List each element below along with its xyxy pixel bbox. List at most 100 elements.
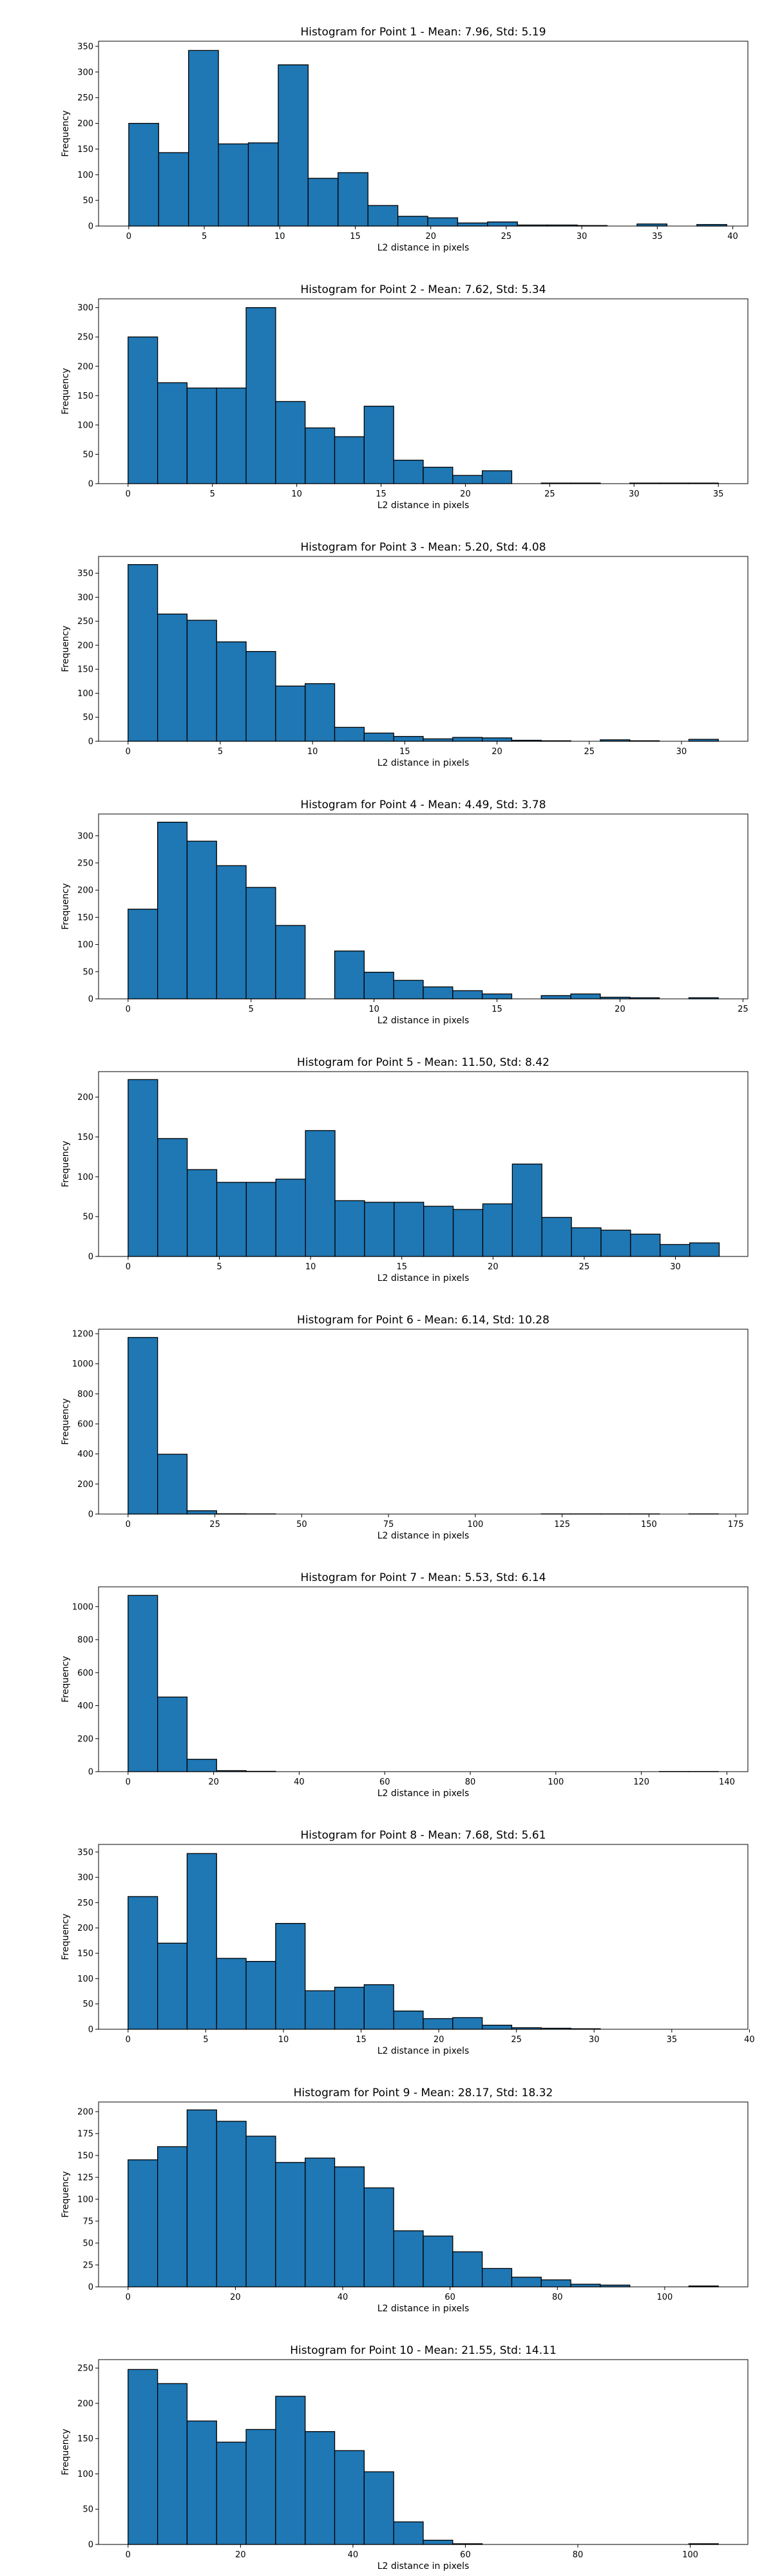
y-tick-label: 150 [77, 1949, 93, 1959]
histogram-bar [423, 2018, 453, 2030]
x-tick-label: 60 [379, 1777, 390, 1787]
y-tick-label: 250 [77, 1899, 93, 1908]
histogram-chart-3: 0 5 10 15 20 25 30050100150200250300350Histogr… [61, 541, 749, 768]
x-tick-label: 10 [307, 747, 318, 757]
x-tick-label: 5 [202, 232, 207, 242]
histogram-bar [275, 2396, 306, 2545]
histogram-bar [452, 1209, 484, 1257]
y-tick-label: 200 [77, 2399, 93, 2409]
histogram-bar [157, 382, 188, 484]
histogram-bar [157, 2383, 188, 2545]
x-tick-label: 20 [208, 1777, 219, 1787]
histogram-bar [275, 1923, 306, 2030]
histogram-bar [452, 990, 483, 999]
histogram-bar [452, 2017, 483, 2030]
y-tick-label: 400 [77, 1701, 93, 1711]
histogram-bar [393, 735, 424, 742]
histogram-bar [128, 564, 158, 742]
histogram-bar [393, 980, 424, 999]
x-tick-label: 100 [656, 2293, 673, 2302]
histogram-bar [305, 2157, 336, 2287]
histogram-bar [393, 2011, 424, 2030]
y-tick-label: 150 [77, 665, 93, 675]
histogram-bar [186, 1510, 217, 1515]
histogram-chart-6: 0 25 50 75 100 125 150 175 0 200 400 600 800 1000 1200… [61, 1314, 749, 1541]
x-tick-label: 60 [460, 2550, 471, 2560]
y-tick-label: 250 [77, 858, 93, 868]
x-tick-label: 15 [356, 2035, 367, 2045]
x-tick-label: 25 [501, 232, 512, 242]
histogram-bar [157, 1942, 188, 2030]
x-tick-label: 25 [584, 747, 595, 757]
x-tick-label: 40 [744, 2035, 755, 2045]
y-tick-label: 1000 [72, 1359, 93, 1369]
histogram-bar [128, 909, 158, 999]
histogram-bar [338, 172, 368, 227]
histogram-chart-8: 0 5 10 15 20 25 30 35 40 0 50 100 150 200 250 300 350 His… [61, 1829, 755, 2056]
chart-title: Histogram for Point 1 - Mean: 7.96, Std:… [300, 26, 546, 39]
histogram-bar [305, 1130, 336, 1257]
histogram-bar [157, 2146, 188, 2287]
x-tick-label: 30 [676, 747, 687, 757]
histogram-bar [275, 1179, 306, 1257]
y-tick-label: 200 [77, 1480, 93, 1490]
x-tick-label: 40 [348, 2550, 359, 2560]
histogram-bar [423, 2539, 453, 2545]
x-tick-label: 5 [210, 489, 215, 499]
x-tick-label: 40 [727, 232, 738, 242]
histogram-bar [275, 925, 306, 999]
x-tick-label: 80 [465, 1777, 476, 1787]
y-tick-label: 400 [77, 1450, 93, 1459]
histogram-bar [278, 64, 309, 227]
histogram-bar [275, 401, 306, 484]
y-tick-label: 600 [77, 1669, 93, 1678]
y-tick-label: 250 [77, 617, 93, 627]
x-tick-label: 10 [278, 2035, 289, 2045]
axes-frame [98, 2359, 749, 2545]
x-tick-label: 20 [488, 1262, 499, 1272]
y-tick-label: 1200 [72, 1330, 93, 1340]
y-tick-label: 0 [88, 995, 93, 1005]
histogram-bar [218, 143, 249, 227]
y-tick-label: 175 [77, 2129, 93, 2139]
histogram-bar [511, 2277, 542, 2287]
x-tick-label: 120 [633, 1777, 649, 1787]
x-tick-label: 100 [548, 1777, 564, 1787]
x-tick-label: 100 [467, 1520, 483, 1530]
histogram-bar [128, 1079, 158, 1257]
y-tick-label: 200 [77, 362, 93, 372]
histogram-bar [186, 2109, 217, 2287]
histogram-bar [188, 50, 219, 227]
histogram-bar [423, 2235, 453, 2287]
histogram-chart-9: 0 20 40 60 80 100 0 25 50 75 100 125 150 175 200 Histog… [61, 2087, 749, 2314]
histogram-bar [481, 993, 513, 999]
plot-area [99, 1587, 748, 1772]
y-tick-label: 150 [77, 392, 93, 401]
histogram-bar [128, 1896, 158, 2030]
y-tick-label: 0 [88, 1768, 93, 1777]
histogram-bar [363, 732, 394, 742]
y-tick-label: 0 [88, 2541, 93, 2550]
histogram-bar [570, 993, 601, 999]
x-tick-label: 20 [235, 2550, 246, 2560]
plot-area [99, 1329, 748, 1514]
y-axis-label: Frequency [61, 2171, 71, 2217]
histogram-bar [128, 122, 159, 227]
x-tick-label: 0 [126, 1005, 131, 1014]
histogram-bar [186, 387, 217, 484]
histogram-bar [423, 1206, 454, 1257]
x-tick-label: 40 [294, 1777, 305, 1787]
y-tick-label: 50 [82, 967, 93, 977]
y-tick-label: 50 [82, 2505, 93, 2515]
histogram-bar [157, 1696, 188, 1772]
histogram-bar [334, 951, 365, 999]
chart-title: Histogram for Point 4 - Mean: 4.49, Std:… [300, 799, 546, 811]
x-axis-label: L2 distance in pixels [377, 2561, 470, 2571]
x-tick-label: 30 [577, 232, 587, 242]
histogram-bar [393, 459, 424, 484]
x-tick-label: 35 [667, 2035, 678, 2045]
histogram-bar [305, 683, 336, 742]
histogram-bar [423, 738, 453, 742]
y-tick-label: 0 [88, 1253, 93, 1262]
